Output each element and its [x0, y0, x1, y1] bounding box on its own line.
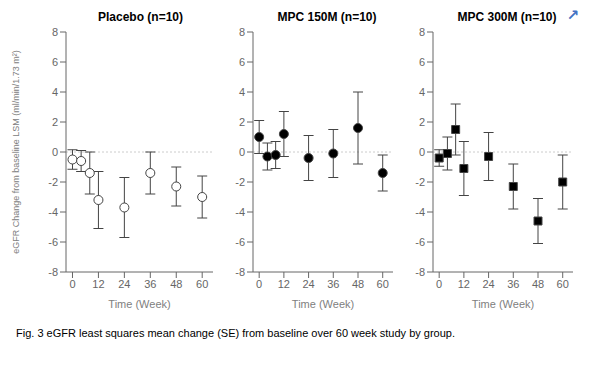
svg-text:6: 6	[419, 56, 425, 68]
svg-text:12: 12	[458, 278, 470, 290]
svg-text:-2: -2	[235, 176, 245, 188]
svg-text:4: 4	[52, 86, 58, 98]
svg-text:48: 48	[352, 278, 364, 290]
svg-text:6: 6	[239, 56, 245, 68]
svg-text:8: 8	[52, 26, 58, 38]
svg-text:4: 4	[419, 86, 425, 98]
svg-text:-8: -8	[48, 266, 58, 278]
svg-text:-8: -8	[415, 266, 425, 278]
svg-text:eGFR Change from baseline LSM: eGFR Change from baseline LSM (ml/min/1.…	[11, 50, 21, 254]
svg-text:2: 2	[52, 116, 58, 128]
svg-text:36: 36	[144, 278, 156, 290]
svg-text:2: 2	[239, 116, 245, 128]
svg-text:-2: -2	[415, 176, 425, 188]
svg-text:0: 0	[52, 146, 58, 158]
svg-text:60: 60	[196, 278, 208, 290]
html-text:MPC 300M (n=10): MPC 300M (n=10)	[457, 10, 557, 24]
svg-text:36: 36	[327, 278, 339, 290]
svg-text:-4: -4	[48, 206, 58, 218]
svg-text:-6: -6	[235, 236, 245, 248]
svg-text:Time (Week): Time (Week)	[108, 298, 170, 310]
svg-text:-4: -4	[415, 206, 425, 218]
svg-text:24: 24	[302, 278, 314, 290]
svg-text:6: 6	[52, 56, 58, 68]
svg-text:48: 48	[532, 278, 544, 290]
svg-text:0: 0	[239, 146, 245, 158]
svg-text:-4: -4	[235, 206, 245, 218]
svg-text:0: 0	[256, 278, 262, 290]
svg-text:12: 12	[92, 278, 104, 290]
svg-text:4: 4	[239, 86, 245, 98]
svg-text:-6: -6	[415, 236, 425, 248]
svg-text:0: 0	[436, 278, 442, 290]
svg-text:-2: -2	[48, 176, 58, 188]
svg-text:24: 24	[482, 278, 494, 290]
svg-text:36: 36	[507, 278, 519, 290]
html-text:MPC 150M (n=10): MPC 150M (n=10)	[277, 10, 377, 24]
svg-text:12: 12	[278, 278, 290, 290]
html-text:Placebo (n=10): Placebo (n=10)	[98, 10, 183, 24]
svg-text:-8: -8	[235, 266, 245, 278]
svg-text:-6: -6	[48, 236, 58, 248]
svg-text:Time (Week): Time (Week)	[472, 298, 534, 310]
svg-text:60: 60	[557, 278, 569, 290]
svg-text:0: 0	[69, 278, 75, 290]
html-text:Fig. 3 eGFR least squares mean: Fig. 3 eGFR least squares mean change (S…	[16, 327, 455, 339]
svg-text:8: 8	[239, 26, 245, 38]
svg-text:0: 0	[419, 146, 425, 158]
svg-text:24: 24	[118, 278, 130, 290]
svg-text:48: 48	[170, 278, 182, 290]
svg-text:2: 2	[419, 116, 425, 128]
svg-text:Time (Week): Time (Week)	[292, 298, 354, 310]
svg-text:8: 8	[419, 26, 425, 38]
svg-text:60: 60	[377, 278, 389, 290]
